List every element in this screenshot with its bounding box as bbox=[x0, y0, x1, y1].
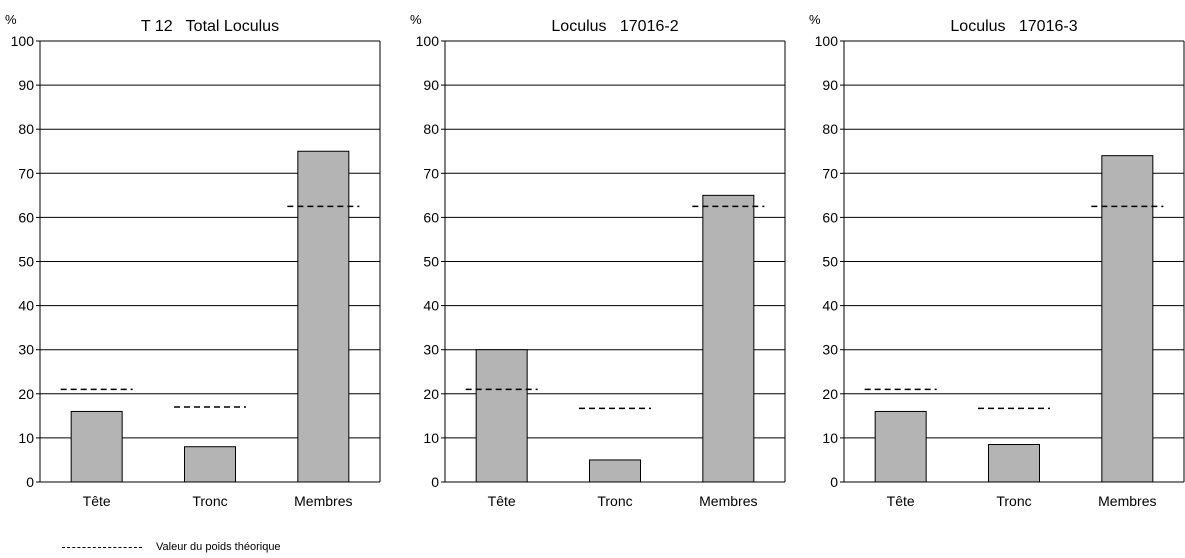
y-tick-label: 40 bbox=[18, 298, 34, 314]
bar-membres bbox=[1101, 155, 1154, 483]
y-tick-label: 60 bbox=[822, 209, 838, 225]
y-tick-label: 70 bbox=[18, 165, 34, 181]
y-tick-label: 0 bbox=[431, 474, 439, 490]
y-tick-label: 10 bbox=[18, 430, 34, 446]
legend-label: Valeur du poids théorique bbox=[156, 541, 281, 553]
y-tick-label: 0 bbox=[830, 474, 838, 490]
y-tick-label: 0 bbox=[26, 474, 34, 490]
y-tick-label: 60 bbox=[18, 209, 34, 225]
chart-title: Loculus 17016-2 bbox=[551, 18, 678, 35]
bar-tronc bbox=[184, 446, 236, 483]
y-tick-label: 20 bbox=[423, 386, 439, 402]
y-tick-label: 40 bbox=[423, 298, 439, 314]
y-tick-label: 10 bbox=[822, 430, 838, 446]
y-tick-label: 60 bbox=[423, 209, 439, 225]
y-tick-label: 10 bbox=[423, 430, 439, 446]
x-tick-label: Membres bbox=[1098, 493, 1156, 509]
chart-title: Loculus 17016-3 bbox=[950, 18, 1077, 35]
x-tick-label: Membres bbox=[294, 493, 352, 509]
y-tick-label: 50 bbox=[822, 254, 838, 270]
y-tick-label: 30 bbox=[18, 342, 34, 358]
y-tick-label: 90 bbox=[423, 77, 439, 93]
legend-dashed-line-swatch bbox=[62, 546, 142, 548]
x-tick-label: Tronc bbox=[192, 493, 227, 509]
x-tick-label: Tronc bbox=[597, 493, 632, 509]
y-tick-label: 100 bbox=[815, 33, 839, 49]
bar-membres bbox=[297, 150, 350, 483]
x-tick-label: Tête bbox=[488, 493, 516, 509]
bar-tête bbox=[70, 410, 123, 483]
y-axis-label: % bbox=[410, 12, 422, 27]
y-axis-label: % bbox=[5, 12, 17, 27]
legend: Valeur du poids théorique bbox=[62, 541, 281, 553]
x-tick-label: Membres bbox=[699, 493, 757, 509]
y-tick-label: 50 bbox=[18, 254, 34, 270]
y-tick-label: 100 bbox=[416, 33, 440, 49]
bar-tronc bbox=[589, 459, 641, 483]
x-tick-label: Tête bbox=[83, 493, 111, 509]
y-tick-label: 100 bbox=[11, 33, 35, 49]
bar-tête bbox=[475, 349, 528, 483]
y-tick-label: 50 bbox=[423, 254, 439, 270]
y-tick-label: 90 bbox=[822, 77, 838, 93]
chart-title: T 12 Total Loculus bbox=[141, 18, 279, 35]
y-tick-label: 40 bbox=[822, 298, 838, 314]
y-axis-label: % bbox=[809, 12, 821, 27]
y-tick-label: 20 bbox=[822, 386, 838, 402]
bar-membres bbox=[702, 194, 755, 483]
y-tick-label: 20 bbox=[18, 386, 34, 402]
x-tick-label: Tronc bbox=[996, 493, 1031, 509]
bar-tronc bbox=[988, 444, 1040, 483]
y-tick-label: 80 bbox=[423, 121, 439, 137]
y-tick-label: 80 bbox=[18, 121, 34, 137]
y-tick-label: 30 bbox=[822, 342, 838, 358]
bar-tête bbox=[874, 410, 927, 483]
x-tick-label: Tête bbox=[887, 493, 915, 509]
y-tick-label: 80 bbox=[822, 121, 838, 137]
y-tick-label: 70 bbox=[423, 165, 439, 181]
y-tick-label: 70 bbox=[822, 165, 838, 181]
y-tick-label: 90 bbox=[18, 77, 34, 93]
y-tick-label: 30 bbox=[423, 342, 439, 358]
